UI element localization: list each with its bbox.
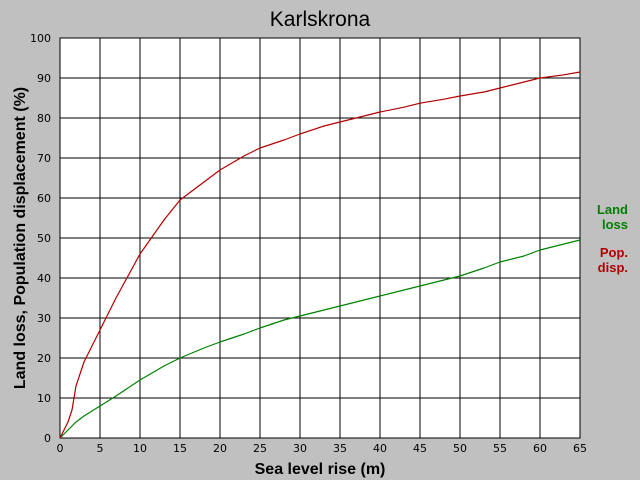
- y-axis-title: Land loss, Population displacement (%): [12, 87, 29, 389]
- plot-border: [59, 37, 581, 439]
- x-tick-label: 15: [173, 442, 187, 455]
- y-tick-label: 80: [37, 112, 51, 125]
- legend-pop-disp-line1: Pop.: [600, 245, 628, 260]
- y-tick-label: 70: [37, 152, 51, 165]
- y-tick-label: 50: [37, 232, 51, 245]
- y-tick-label: 60: [37, 192, 51, 205]
- x-tick-label: 5: [97, 442, 104, 455]
- x-tick-label: 10: [133, 442, 147, 455]
- y-tick-label: 90: [37, 72, 51, 85]
- legend-land-loss-line2: loss: [602, 217, 628, 232]
- x-tick-label: 65: [573, 442, 587, 455]
- y-tick-label: 40: [37, 272, 51, 285]
- legend-pop-disp-line2: disp.: [598, 260, 628, 275]
- legend-land-loss-line1: Land: [597, 202, 628, 217]
- x-tick-label: 20: [213, 442, 227, 455]
- x-tick-label: 25: [253, 442, 267, 455]
- x-tick-label: 55: [493, 442, 507, 455]
- x-tick-label: 0: [57, 442, 64, 455]
- x-tick-label: 50: [453, 442, 467, 455]
- x-tick-labels: 0 5 10 15 20 25 30 35 40 45 50 55 60 65: [57, 442, 588, 455]
- x-tick-label: 30: [293, 442, 307, 455]
- x-tick-label: 35: [333, 442, 347, 455]
- y-tick-label: 100: [30, 32, 51, 45]
- chart-title: Karlskrona: [270, 8, 371, 31]
- y-tick-label: 0: [44, 432, 51, 445]
- legend: Land loss Pop. disp.: [597, 202, 628, 275]
- x-tick-label: 45: [413, 442, 427, 455]
- pop-disp-line: [59, 71, 581, 439]
- y-tick-labels: 0 10 20 30 40 50 60 70 80 90 100: [30, 32, 51, 445]
- y-tick-label: 20: [37, 352, 51, 365]
- series-lines: [59, 71, 581, 439]
- x-axis-title: Sea level rise (m): [255, 461, 386, 478]
- x-tick-label: 60: [533, 442, 547, 455]
- y-tick-label: 30: [37, 312, 51, 325]
- land-loss-line: [59, 239, 581, 439]
- y-tick-label: 10: [37, 392, 51, 405]
- x-tick-label: 40: [373, 442, 387, 455]
